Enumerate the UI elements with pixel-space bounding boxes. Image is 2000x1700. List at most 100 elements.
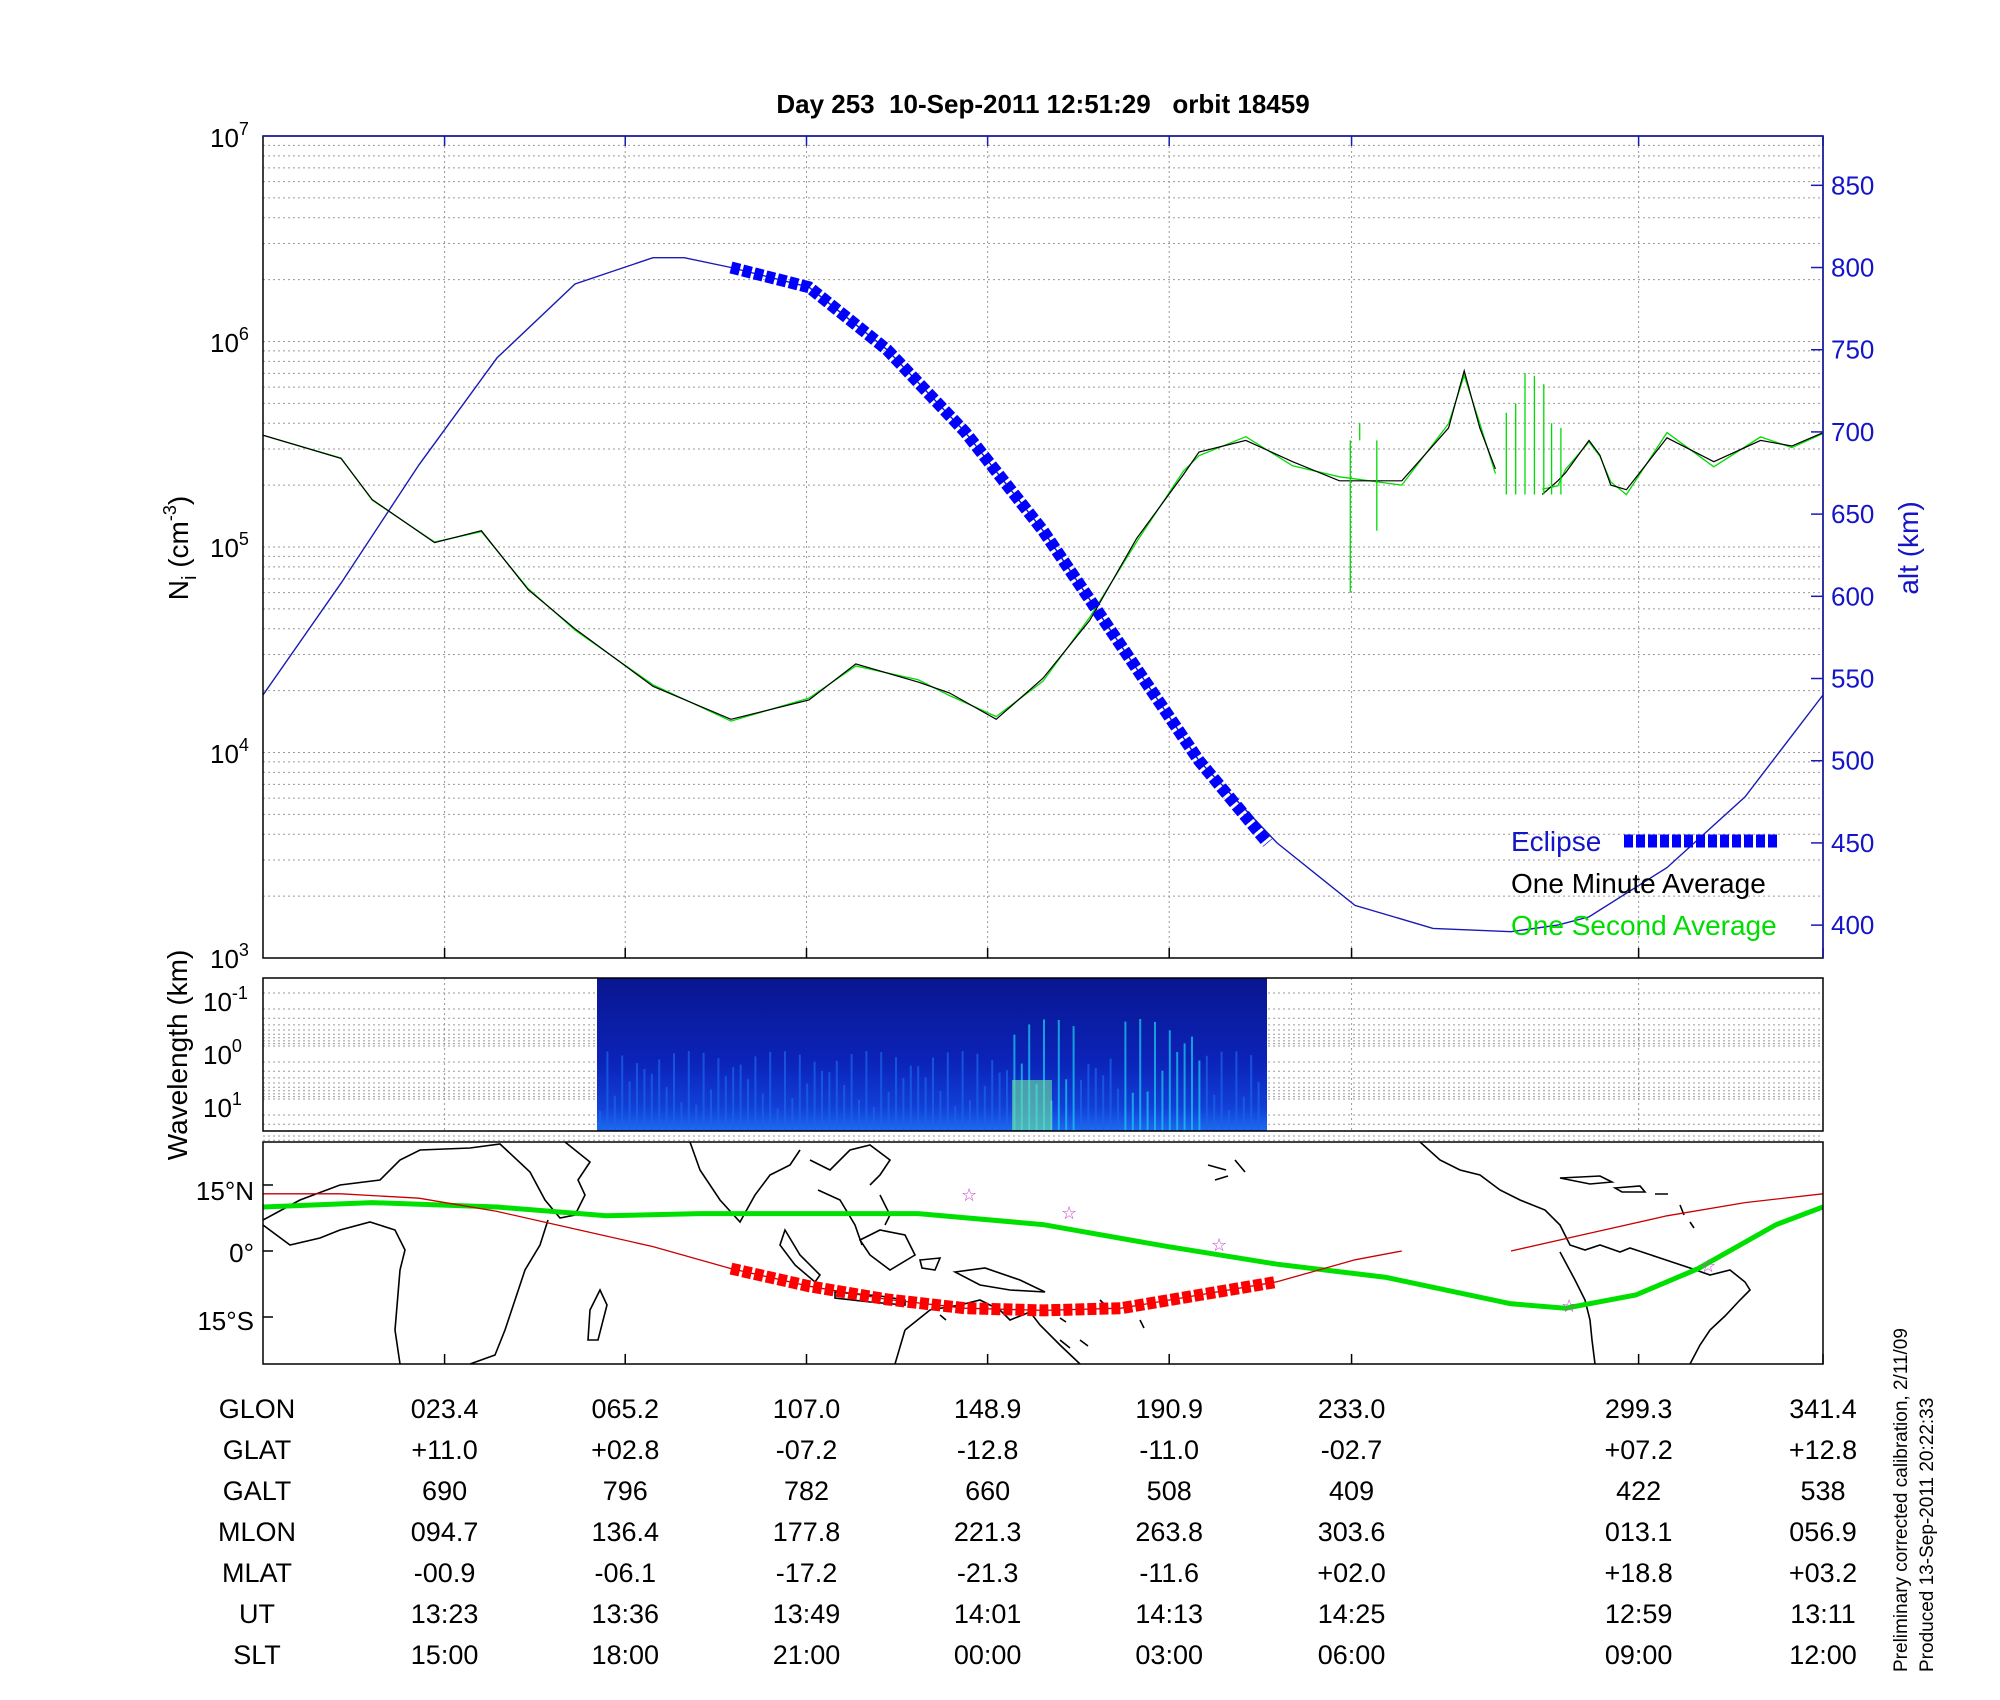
table-cell: 690 [422,1476,467,1506]
spectrogram-y-axis-label: Wavelength (km) [162,950,193,1161]
americas-coast [1419,1142,1752,1364]
table-cell: 782 [784,1476,829,1506]
map-frame [262,1141,1824,1365]
table-cell: 14:13 [1135,1599,1203,1629]
spec-ytick-label-0: 100 [203,1036,242,1070]
map-lat-label-15s: 15°S [197,1306,254,1336]
table-cell: 13:23 [411,1599,479,1629]
table-cell: 065.2 [591,1394,659,1424]
caribbean-islands [1559,1175,1695,1229]
table-cell: 13:11 [1790,1599,1856,1629]
y2-tick-label: 550 [1831,664,1874,694]
table-cell: 14:01 [954,1599,1022,1629]
orbit-parameter-table: GLON GLAT GALT MLON MLAT UT SLT 023.4 +11… [218,1394,1857,1670]
table-cell: 303.6 [1318,1517,1386,1547]
row-label-mlat: MLAT [222,1558,292,1588]
table-cell: 03:00 [1135,1640,1203,1670]
legend-second-label: One Second Average [1511,910,1777,941]
table-cell: 14:25 [1318,1599,1386,1629]
table-cell: 299.3 [1605,1394,1673,1424]
row-label-galt: GALT [223,1476,292,1506]
table-cell: 06:00 [1318,1640,1386,1670]
y2-tick-label: 600 [1831,581,1874,611]
ytick-label-1e4: 104 [210,735,249,769]
table-cells: 023.4 +11.0 690 094.7 -00.9 13:23 15:00 065.2 +0… [411,1394,1857,1670]
table-cell: -12.8 [957,1435,1019,1465]
legend-minute-label: One Minute Average [1511,868,1766,899]
table-cell: 221.3 [954,1517,1022,1547]
main-panel: 107 106 105 104 103 400 450 500 550 600 650 70… [160,119,1924,974]
row-label-glat: GLAT [223,1435,292,1465]
map-plot-area [263,1142,1823,1364]
madagascar-coast [587,1288,608,1341]
y2-tick-label: 800 [1831,253,1874,283]
star-marker: ☆ [1211,1235,1227,1256]
table-cell: -11.6 [1139,1558,1199,1588]
table-cell: 660 [965,1476,1010,1506]
table-cell: 13:49 [773,1599,841,1629]
y2-tick-label: 400 [1831,910,1874,940]
map-lat-label-0: 0° [229,1238,254,1268]
star-marker: ☆ [1061,1203,1077,1224]
ytick-label-1e6: 106 [210,324,249,358]
table-cell: 056.9 [1789,1517,1857,1547]
star-marker: ☆ [961,1185,977,1206]
table-cell: +07.2 [1604,1435,1672,1465]
spectrogram-panel: 10-1 100 101 Wavelength (km) [162,950,1824,1161]
pacific-islands [939,1159,1246,1349]
eclipse-line [729,261,1273,847]
africa-coast [263,1142,592,1364]
india-coast [689,1142,801,1224]
left-y-tick-labels: 107 106 105 104 103 [210,119,249,974]
magnetic-equator-line [263,1200,1823,1311]
row-label-glon: GLON [219,1394,296,1424]
row-label-ut: UT [239,1599,275,1629]
ytick-label-1e7: 107 [210,119,249,153]
one-minute-average-line [263,368,1823,721]
ytick-label-1e5: 105 [210,529,249,563]
y2-tick-label: 850 [1831,170,1874,200]
table-cell: 190.9 [1135,1394,1203,1424]
map-lat-label-15n: 15°N [196,1176,254,1206]
table-cell: 107.0 [773,1394,841,1424]
coastlines [263,1142,1752,1364]
table-cell: 233.0 [1318,1394,1386,1424]
right-y-tick-labels: 400 450 500 550 600 650 700 750 800 850 [1811,170,1874,940]
y2-axis-label: alt (km) [1893,501,1924,594]
table-cell: 538 [1800,1476,1845,1506]
table-cell: 13:36 [591,1599,659,1629]
table-cell: 422 [1616,1476,1661,1506]
ytick-label-1e3: 103 [210,940,249,974]
row-label-slt: SLT [233,1640,281,1670]
chart-title: Day 253 10-Sep-2011 12:51:29 orbit 18459 [776,89,1309,119]
spec-ytick-label-1: 101 [203,1089,242,1123]
legend-eclipse-label: Eclipse [1511,826,1601,857]
table-cell: 177.8 [773,1517,841,1547]
table-cell: +02.0 [1317,1558,1385,1588]
y2-tick-label: 750 [1831,335,1874,365]
table-cell: 12:59 [1605,1599,1673,1629]
legend: Eclipse One Minute Average One Second Av… [1511,826,1780,941]
table-cell: 00:00 [954,1640,1022,1670]
table-cell: 508 [1147,1476,1192,1506]
table-cell: 094.7 [411,1517,479,1547]
table-cell: +03.2 [1789,1558,1857,1588]
table-cell: +12.8 [1789,1435,1857,1465]
y2-tick-label: 650 [1831,499,1874,529]
spectrogram-tick-labels: 10-1 100 101 [203,983,248,1123]
footer-calibration-note: Preliminary corrected calibration, 2/11/… [1891,1328,1912,1672]
map-stars: ☆ ☆ ☆ ☆ ☆ [961,1185,1716,1317]
y2-tick-label: 450 [1831,828,1874,858]
altitude-line [263,257,1823,933]
star-marker: ☆ [1700,1256,1716,1277]
orbit-track-end-line [1510,1193,1823,1252]
spec-ytick-label-neg1: 10-1 [203,983,248,1017]
footer-produced-timestamp: Produced 13-Sep-2011 20:22:33 [1917,1398,1938,1672]
y2-tick-label: 700 [1831,417,1874,447]
table-cell: 796 [603,1476,648,1506]
table-cell: +02.8 [591,1435,659,1465]
table-cell: 341.4 [1789,1394,1857,1424]
table-cell: 12:00 [1789,1640,1857,1670]
table-cell: 18:00 [591,1640,659,1670]
map-panel: ☆ ☆ ☆ ☆ ☆ 15°N 0° 15°S [196,1141,1824,1365]
